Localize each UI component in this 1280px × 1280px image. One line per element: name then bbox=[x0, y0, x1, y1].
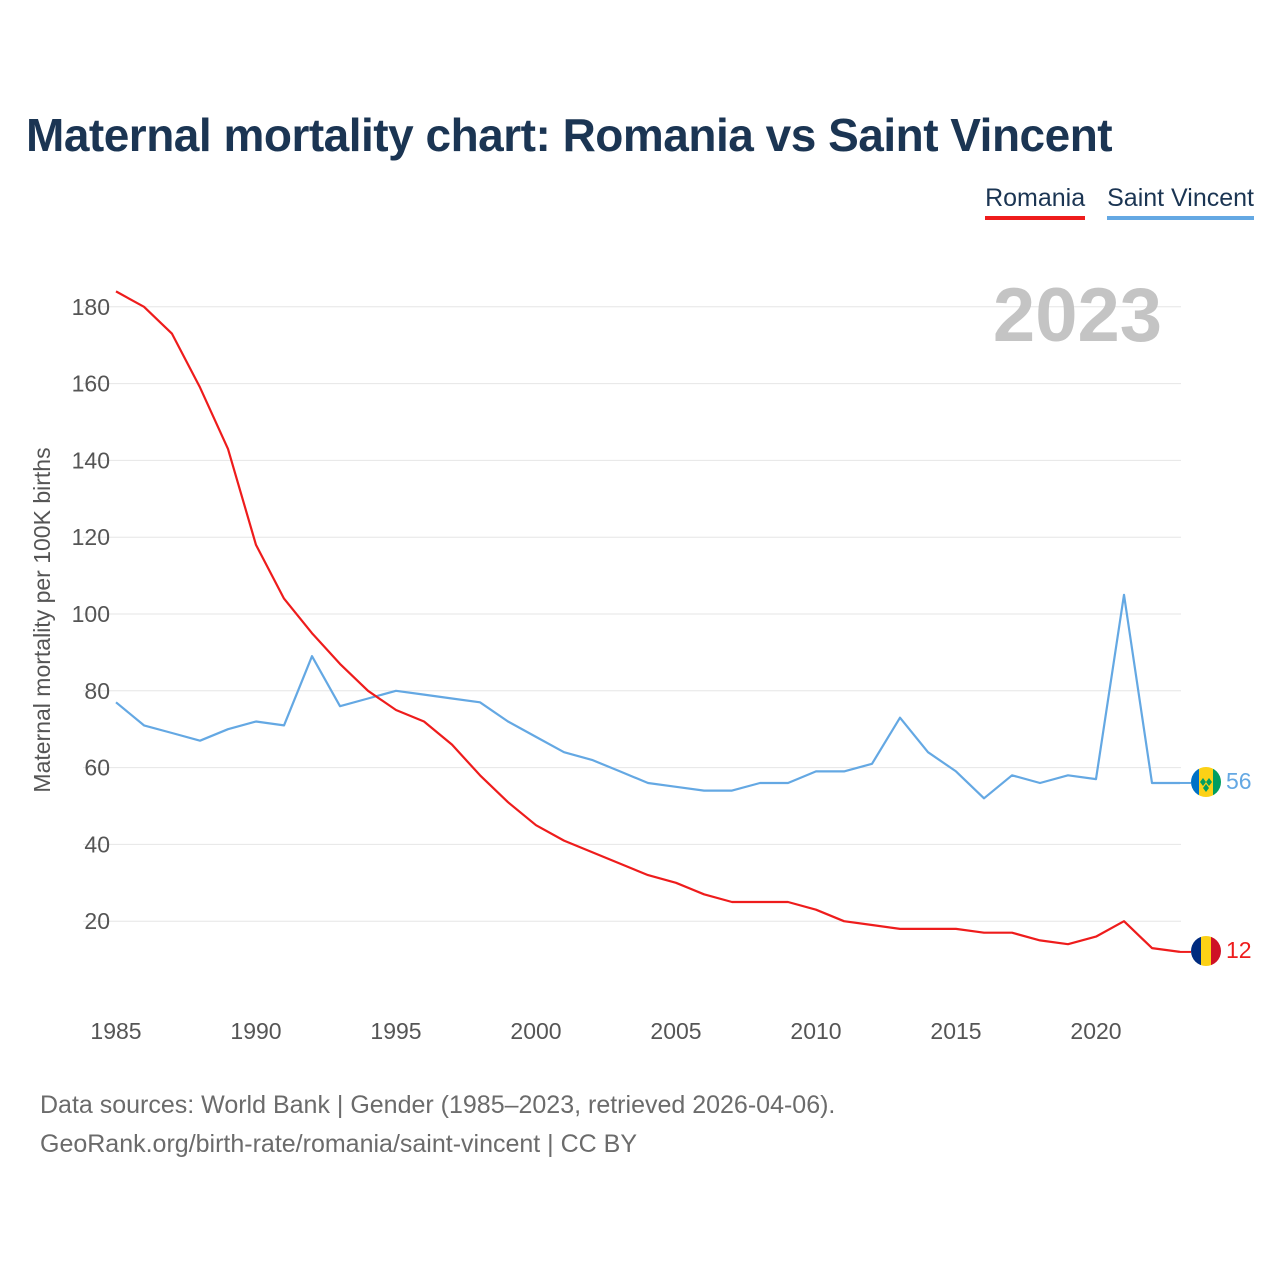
y-tick-label: 20 bbox=[84, 908, 110, 934]
gridlines bbox=[83, 306, 1181, 922]
y-tick-label: 180 bbox=[72, 294, 110, 320]
y-tick-label: 60 bbox=[84, 755, 110, 781]
x-tick-label: 2020 bbox=[1070, 1018, 1121, 1044]
x-tick-label: 1995 bbox=[370, 1018, 421, 1044]
x-tick-label: 2015 bbox=[930, 1018, 981, 1044]
end-label-saint-vincent: 56 bbox=[1226, 768, 1252, 794]
y-tick-label: 120 bbox=[72, 524, 110, 550]
year-watermark: 2023 bbox=[993, 273, 1162, 358]
saint-vincent-flag-icon bbox=[1191, 767, 1221, 797]
y-tick-label: 40 bbox=[84, 831, 110, 857]
legend: Romania Saint Vincent bbox=[985, 184, 1254, 220]
series-line-saint-vincent bbox=[115, 593, 1180, 800]
series-line-romania bbox=[115, 290, 1181, 953]
romania-flag-icon bbox=[1191, 936, 1221, 966]
y-tick-label: 80 bbox=[84, 678, 110, 704]
y-tick-label: 140 bbox=[72, 447, 110, 473]
y-axis-ticks: 20 40 60 80 100 120 140 160 180 bbox=[72, 294, 110, 934]
x-tick-label: 1985 bbox=[90, 1018, 141, 1044]
x-tick-label: 2010 bbox=[790, 1018, 841, 1044]
x-tick-label: 2000 bbox=[510, 1018, 561, 1044]
legend-item-romania[interactable]: Romania bbox=[985, 184, 1086, 220]
y-axis-label: Maternal mortality per 100K births bbox=[29, 447, 55, 792]
footer: Data sources: World Bank | Gender (1985–… bbox=[40, 1086, 835, 1164]
legend-item-saint-vincent[interactable]: Saint Vincent bbox=[1107, 184, 1254, 220]
x-tick-label: 2005 bbox=[650, 1018, 701, 1044]
y-tick-label: 100 bbox=[72, 601, 110, 627]
y-tick-label: 160 bbox=[72, 371, 110, 397]
x-axis-ticks: 1985 1990 1995 2000 2005 2010 2015 2020 bbox=[90, 1018, 1121, 1044]
x-tick-label: 1990 bbox=[230, 1018, 281, 1044]
footer-source: Data sources: World Bank | Gender (1985–… bbox=[40, 1091, 836, 1119]
end-label-romania: 12 bbox=[1226, 937, 1252, 963]
chart-title: Maternal mortality chart: Romania vs Sai… bbox=[26, 109, 1113, 161]
series-lines bbox=[115, 290, 1191, 953]
footer-credit: GeoRank.org/birth-rate/romania/saint-vin… bbox=[40, 1130, 638, 1158]
